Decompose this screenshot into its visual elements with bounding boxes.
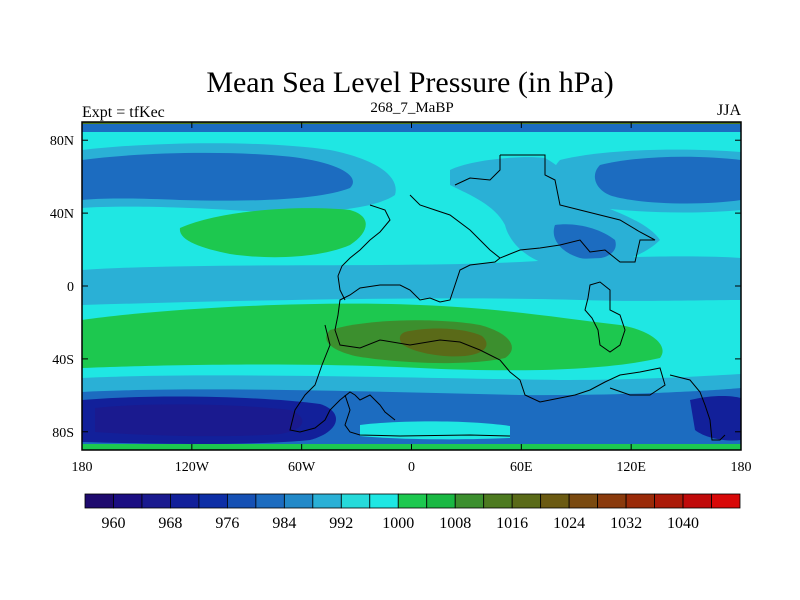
coastlines: [289, 154, 726, 441]
colorbar-swatch: [454, 493, 485, 509]
pressure-field: [82, 122, 741, 450]
colorbar-swatch: [711, 493, 741, 509]
colorbar-swatch: [540, 493, 570, 509]
lon-tick-label: 180: [72, 460, 93, 475]
colorbar-swatch: [226, 493, 257, 509]
colorbar-label: 1032: [610, 515, 642, 532]
field-equatorial-low: [82, 256, 741, 305]
colorbar-swatch: [426, 493, 456, 509]
colorbar-label: 1024: [553, 515, 585, 532]
lon-tick-label: 60W: [288, 460, 316, 475]
lon-tick-label: 180: [731, 460, 752, 475]
latitude-axis: 80N 40N 0 40S 80S: [50, 134, 741, 441]
colorbar-swatch: [568, 493, 599, 509]
colorbar-swatch: [369, 493, 399, 509]
colorbar-swatch: [340, 493, 371, 509]
colorbar-swatch: [682, 493, 712, 509]
longitude-axis: 180 120W 60W 0 60E 120E 180: [72, 122, 752, 475]
colorbar-swatch: [654, 493, 684, 509]
colorbar-swatch: [113, 493, 143, 509]
colorbar-label: 1008: [439, 515, 471, 532]
lat-tick-label: 80S: [52, 426, 74, 441]
colorbar-label: 968: [158, 515, 182, 532]
lon-tick-label: 120E: [616, 460, 646, 475]
colorbar: 960 968 976 984 992 1000 1008 1016 1024 1032 1040: [84, 493, 741, 532]
field-north-low-west-inner: [82, 152, 353, 201]
colorbar-label: 1000: [382, 515, 414, 532]
lon-tick-label: 120W: [175, 460, 210, 475]
time-label: 268_7_MaBP: [370, 100, 453, 116]
colorbar-swatch: [84, 493, 114, 509]
field-south-low-core: [95, 404, 303, 437]
field-antarctic-strip: [360, 421, 510, 440]
season-label: JJA: [717, 102, 741, 119]
colorbar-swatch: [198, 493, 228, 509]
lat-tick-label: 0: [67, 280, 74, 295]
colorbar-swatch: [625, 493, 655, 509]
lat-tick-label: 40S: [52, 353, 74, 368]
colorbar-swatch: [255, 493, 285, 509]
experiment-label: Expt = tfKec: [82, 104, 165, 121]
colorbar-swatch: [597, 493, 627, 509]
colorbar-swatch: [170, 493, 200, 509]
field-south-high-core: [399, 328, 487, 357]
lat-tick-label: 40N: [50, 207, 74, 222]
colorbar-swatch: [511, 493, 542, 509]
lon-tick-label: 60E: [510, 460, 533, 475]
colorbar-label: 992: [329, 515, 353, 532]
field-north-low-east-inner: [594, 156, 741, 204]
colorbar-label: 984: [272, 515, 296, 532]
colorbar-swatch: [141, 493, 171, 509]
colorbar-label: 1016: [496, 515, 528, 532]
colorbar-swatch: [283, 493, 314, 509]
colorbar-swatch: [397, 493, 428, 509]
field-south-low-east: [690, 395, 741, 441]
colorbar-swatch: [483, 493, 513, 509]
colorbar-label: 1040: [667, 515, 699, 532]
map-title: Mean Sea Level Pressure (in hPa): [206, 66, 613, 99]
colorbar-label: 976: [215, 515, 239, 532]
colorbar-swatch: [312, 493, 342, 509]
lat-tick-label: 80N: [50, 134, 74, 149]
field-north-high: [179, 208, 366, 258]
colorbar-label: 960: [101, 515, 125, 532]
lon-tick-label: 0: [408, 460, 415, 475]
